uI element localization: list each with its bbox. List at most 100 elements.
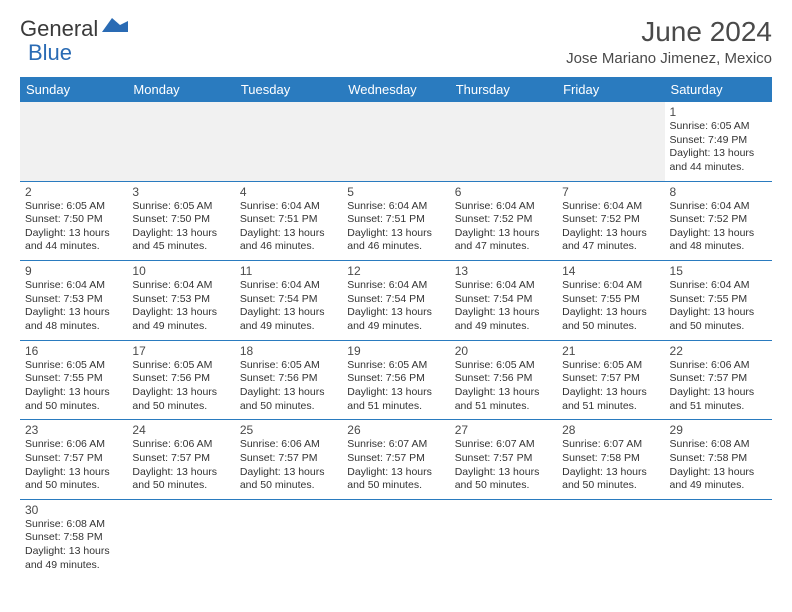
empty-cell — [557, 102, 664, 181]
day-number: 26 — [347, 423, 444, 437]
day-details: Sunrise: 6:05 AMSunset: 7:56 PMDaylight:… — [240, 359, 337, 414]
day-cell: 2Sunrise: 6:05 AMSunset: 7:50 PMDaylight… — [20, 181, 127, 261]
day-details: Sunrise: 6:04 AMSunset: 7:51 PMDaylight:… — [347, 200, 444, 255]
day-details: Sunrise: 6:05 AMSunset: 7:56 PMDaylight:… — [455, 359, 552, 414]
day-cell: 28Sunrise: 6:07 AMSunset: 7:58 PMDayligh… — [557, 420, 664, 500]
day-cell: 12Sunrise: 6:04 AMSunset: 7:54 PMDayligh… — [342, 261, 449, 341]
day-cell: 30Sunrise: 6:08 AMSunset: 7:58 PMDayligh… — [20, 499, 127, 578]
day-number: 11 — [240, 264, 337, 278]
calendar-week: 2Sunrise: 6:05 AMSunset: 7:50 PMDaylight… — [20, 181, 772, 261]
day-cell: 7Sunrise: 6:04 AMSunset: 7:52 PMDaylight… — [557, 181, 664, 261]
day-details: Sunrise: 6:04 AMSunset: 7:55 PMDaylight:… — [670, 279, 767, 334]
day-cell: 17Sunrise: 6:05 AMSunset: 7:56 PMDayligh… — [127, 340, 234, 420]
day-number: 27 — [455, 423, 552, 437]
day-details: Sunrise: 6:04 AMSunset: 7:52 PMDaylight:… — [670, 200, 767, 255]
day-cell: 22Sunrise: 6:06 AMSunset: 7:57 PMDayligh… — [665, 340, 772, 420]
day-cell: 24Sunrise: 6:06 AMSunset: 7:57 PMDayligh… — [127, 420, 234, 500]
day-number: 9 — [25, 264, 122, 278]
day-cell: 27Sunrise: 6:07 AMSunset: 7:57 PMDayligh… — [450, 420, 557, 500]
day-header: Tuesday — [235, 77, 342, 102]
day-cell: 4Sunrise: 6:04 AMSunset: 7:51 PMDaylight… — [235, 181, 342, 261]
day-cell: 9Sunrise: 6:04 AMSunset: 7:53 PMDaylight… — [20, 261, 127, 341]
calendar-body: 1Sunrise: 6:05 AMSunset: 7:49 PMDaylight… — [20, 102, 772, 578]
day-number: 12 — [347, 264, 444, 278]
day-details: Sunrise: 6:04 AMSunset: 7:53 PMDaylight:… — [25, 279, 122, 334]
day-details: Sunrise: 6:08 AMSunset: 7:58 PMDaylight:… — [25, 518, 122, 573]
day-cell: 18Sunrise: 6:05 AMSunset: 7:56 PMDayligh… — [235, 340, 342, 420]
day-cell: 5Sunrise: 6:04 AMSunset: 7:51 PMDaylight… — [342, 181, 449, 261]
calendar-week: 9Sunrise: 6:04 AMSunset: 7:53 PMDaylight… — [20, 261, 772, 341]
day-number: 6 — [455, 185, 552, 199]
empty-cell — [127, 499, 234, 578]
empty-cell — [342, 102, 449, 181]
day-number: 4 — [240, 185, 337, 199]
day-number: 14 — [562, 264, 659, 278]
day-details: Sunrise: 6:06 AMSunset: 7:57 PMDaylight:… — [240, 438, 337, 493]
day-details: Sunrise: 6:06 AMSunset: 7:57 PMDaylight:… — [670, 359, 767, 414]
day-cell: 25Sunrise: 6:06 AMSunset: 7:57 PMDayligh… — [235, 420, 342, 500]
empty-cell — [20, 102, 127, 181]
day-number: 29 — [670, 423, 767, 437]
day-cell: 11Sunrise: 6:04 AMSunset: 7:54 PMDayligh… — [235, 261, 342, 341]
day-number: 23 — [25, 423, 122, 437]
empty-cell — [235, 499, 342, 578]
day-number: 7 — [562, 185, 659, 199]
calendar-week: 16Sunrise: 6:05 AMSunset: 7:55 PMDayligh… — [20, 340, 772, 420]
day-number: 15 — [670, 264, 767, 278]
day-number: 13 — [455, 264, 552, 278]
empty-cell — [235, 102, 342, 181]
day-number: 1 — [670, 105, 767, 119]
day-number: 16 — [25, 344, 122, 358]
day-number: 19 — [347, 344, 444, 358]
day-details: Sunrise: 6:05 AMSunset: 7:55 PMDaylight:… — [25, 359, 122, 414]
day-details: Sunrise: 6:08 AMSunset: 7:58 PMDaylight:… — [670, 438, 767, 493]
day-header: Wednesday — [342, 77, 449, 102]
title-block: June 2024 Jose Mariano Jimenez, Mexico — [566, 16, 772, 67]
day-details: Sunrise: 6:04 AMSunset: 7:52 PMDaylight:… — [562, 200, 659, 255]
day-details: Sunrise: 6:07 AMSunset: 7:57 PMDaylight:… — [347, 438, 444, 493]
day-details: Sunrise: 6:04 AMSunset: 7:51 PMDaylight:… — [240, 200, 337, 255]
logo-flag-icon — [102, 16, 128, 42]
empty-cell — [342, 499, 449, 578]
day-number: 5 — [347, 185, 444, 199]
empty-cell — [557, 499, 664, 578]
logo-text-general: General — [20, 16, 98, 42]
day-cell: 29Sunrise: 6:08 AMSunset: 7:58 PMDayligh… — [665, 420, 772, 500]
empty-cell — [450, 499, 557, 578]
logo-text-blue: Blue — [28, 40, 72, 65]
day-header: Sunday — [20, 77, 127, 102]
day-header: Friday — [557, 77, 664, 102]
day-header: Saturday — [665, 77, 772, 102]
logo-text-blue-wrap: Blue — [28, 40, 72, 66]
day-cell: 15Sunrise: 6:04 AMSunset: 7:55 PMDayligh… — [665, 261, 772, 341]
day-number: 10 — [132, 264, 229, 278]
day-number: 25 — [240, 423, 337, 437]
day-details: Sunrise: 6:05 AMSunset: 7:57 PMDaylight:… — [562, 359, 659, 414]
day-details: Sunrise: 6:06 AMSunset: 7:57 PMDaylight:… — [25, 438, 122, 493]
day-header-row: SundayMondayTuesdayWednesdayThursdayFrid… — [20, 77, 772, 102]
location: Jose Mariano Jimenez, Mexico — [566, 50, 772, 67]
day-number: 28 — [562, 423, 659, 437]
day-details: Sunrise: 6:04 AMSunset: 7:53 PMDaylight:… — [132, 279, 229, 334]
month-title: June 2024 — [566, 16, 772, 48]
day-number: 24 — [132, 423, 229, 437]
day-number: 22 — [670, 344, 767, 358]
calendar-week: 23Sunrise: 6:06 AMSunset: 7:57 PMDayligh… — [20, 420, 772, 500]
day-number: 30 — [25, 503, 122, 517]
day-cell: 23Sunrise: 6:06 AMSunset: 7:57 PMDayligh… — [20, 420, 127, 500]
day-cell: 8Sunrise: 6:04 AMSunset: 7:52 PMDaylight… — [665, 181, 772, 261]
day-details: Sunrise: 6:04 AMSunset: 7:54 PMDaylight:… — [347, 279, 444, 334]
day-header: Thursday — [450, 77, 557, 102]
day-cell: 26Sunrise: 6:07 AMSunset: 7:57 PMDayligh… — [342, 420, 449, 500]
day-cell: 6Sunrise: 6:04 AMSunset: 7:52 PMDaylight… — [450, 181, 557, 261]
day-details: Sunrise: 6:04 AMSunset: 7:52 PMDaylight:… — [455, 200, 552, 255]
day-cell: 1Sunrise: 6:05 AMSunset: 7:49 PMDaylight… — [665, 102, 772, 181]
day-cell: 13Sunrise: 6:04 AMSunset: 7:54 PMDayligh… — [450, 261, 557, 341]
day-number: 8 — [670, 185, 767, 199]
day-cell: 21Sunrise: 6:05 AMSunset: 7:57 PMDayligh… — [557, 340, 664, 420]
day-cell: 3Sunrise: 6:05 AMSunset: 7:50 PMDaylight… — [127, 181, 234, 261]
day-details: Sunrise: 6:04 AMSunset: 7:55 PMDaylight:… — [562, 279, 659, 334]
day-cell: 19Sunrise: 6:05 AMSunset: 7:56 PMDayligh… — [342, 340, 449, 420]
day-number: 3 — [132, 185, 229, 199]
day-details: Sunrise: 6:04 AMSunset: 7:54 PMDaylight:… — [455, 279, 552, 334]
